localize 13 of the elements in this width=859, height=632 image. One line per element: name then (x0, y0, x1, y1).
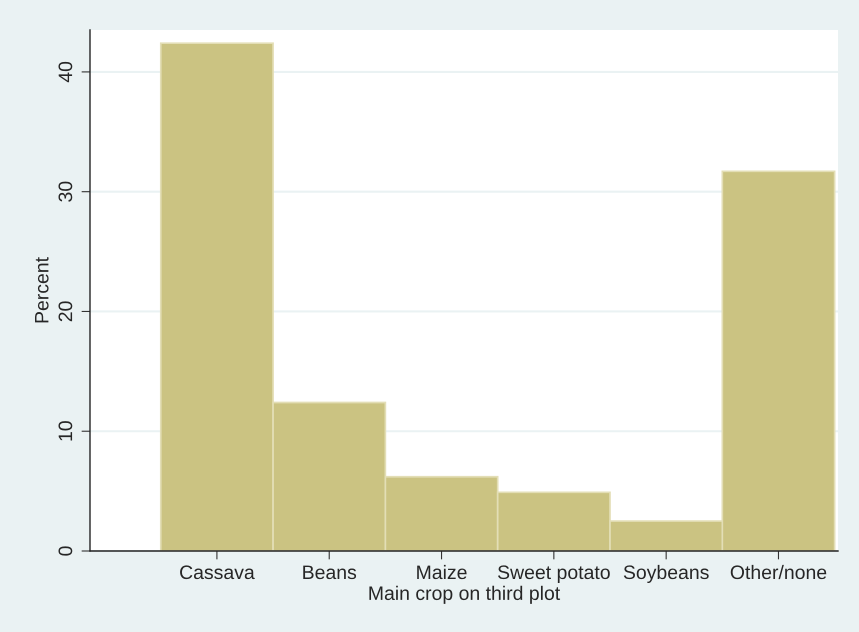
y-tick-label: 0 (58, 546, 72, 556)
x-tick-label: Soybeans (624, 564, 709, 584)
y-tick-label: 30 (58, 182, 72, 202)
x-axis-title: Main crop on third plot (369, 586, 560, 604)
x-tick-label: Cassava (180, 565, 255, 580)
x-tick-label: Maize (417, 564, 467, 580)
x-tick-label: Beans (303, 566, 356, 580)
x-tick-label: Other/none (730, 564, 826, 580)
y-axis-title: Percent (35, 257, 49, 322)
y-tick-label: 10 (58, 421, 72, 441)
y-tick-label: 40 (58, 62, 72, 82)
x-tick-label: Sweet potato (498, 565, 610, 584)
y-tick-label: 20 (58, 301, 72, 322)
